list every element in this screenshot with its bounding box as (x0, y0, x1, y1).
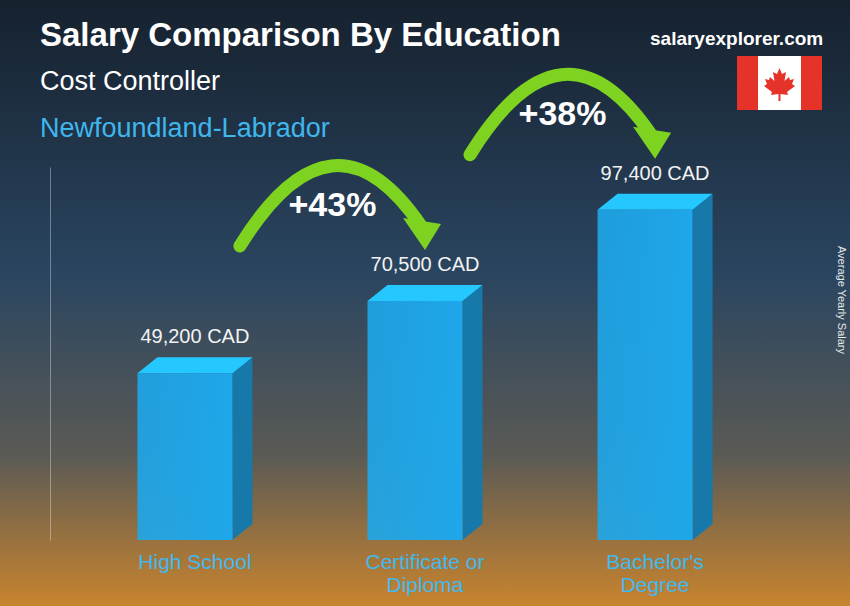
x-tick: High School (138, 540, 251, 573)
bar-side (693, 194, 713, 540)
bar-top (367, 285, 482, 301)
bars (137, 194, 712, 540)
x-tick-label-line: Bachelor's (606, 550, 703, 573)
flag-field (737, 56, 822, 110)
background (0, 0, 850, 606)
x-tick-label-line: Certificate or (365, 550, 484, 573)
change-arrow (470, 74, 671, 158)
flag (737, 56, 822, 110)
flag-band (737, 56, 758, 110)
data-label: 70,500 CAD (371, 253, 480, 275)
bar (137, 357, 252, 540)
bar-top (598, 194, 713, 210)
title: Salary Comparison By Education (40, 16, 561, 53)
bar-top (137, 357, 252, 373)
arrow-head (633, 127, 671, 159)
source: salaryexplorer.com (650, 28, 823, 49)
subtitle: Cost Controller (40, 66, 220, 96)
chart: 49,200 CAD 70,500 CAD 97,400 CAD High Schoo… (0, 0, 850, 606)
x-tick-label: Bachelor'sDegree (606, 550, 703, 596)
x-tick: Certificate orDiploma (365, 540, 484, 596)
location: Newfoundland-Labrador (40, 113, 330, 143)
maple-leaf (764, 68, 795, 101)
x-tick-label-line: Degree (621, 573, 690, 596)
x-tick: Bachelor'sDegree (606, 540, 703, 596)
data-label: 49,200 CAD (140, 325, 249, 347)
x-axis: High School Certificate orDiploma Bachelor… (138, 540, 703, 596)
x-tick-label: Certificate orDiploma (365, 550, 484, 596)
y-axis-title: Average Yearly Salary (836, 246, 848, 355)
x-tick-label-line: High School (138, 550, 251, 573)
bar (598, 194, 713, 540)
bar-front (367, 301, 462, 540)
change-label: +43% (289, 185, 377, 223)
arrow-arc (240, 166, 421, 246)
bar-front (598, 210, 693, 540)
y-axis (50, 168, 51, 541)
bar-side (463, 285, 483, 540)
change-label: +38% (519, 94, 607, 132)
bar-front (137, 373, 232, 540)
flag-band (801, 56, 822, 110)
bar-side (232, 357, 252, 540)
data-label: 97,400 CAD (601, 162, 710, 184)
arrow-arc (470, 74, 651, 154)
x-tick-label: High School (138, 550, 251, 573)
x-tick-label-line: Diploma (386, 573, 463, 596)
change-arrow (240, 166, 441, 250)
y-axis-line (50, 168, 51, 541)
arrow-head (403, 218, 441, 250)
bar (367, 285, 482, 540)
